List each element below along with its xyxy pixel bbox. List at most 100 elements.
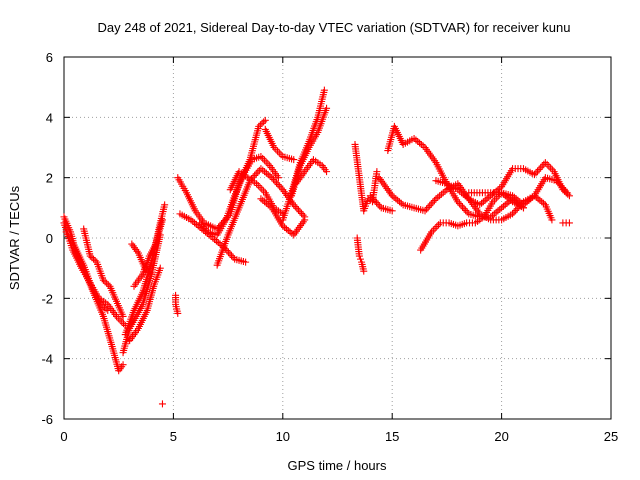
y-tick-label: -2 [41,291,53,306]
data-point [274,181,282,189]
data-point [256,183,264,191]
data-point [376,202,384,210]
data-point [143,266,151,274]
data-point [460,205,468,213]
data-point [534,167,542,175]
data-point [148,270,156,278]
data-point [141,264,149,272]
data-series [351,140,381,215]
y-tick-label: 2 [46,171,53,186]
data-point [252,170,260,178]
data-point [119,312,127,320]
data-point [395,198,403,206]
data-point [417,140,425,148]
data-point [260,187,268,195]
x-tick-label: 10 [276,429,290,444]
x-tick-label: 15 [385,429,399,444]
x-axis-label: GPS time / hours [288,458,387,473]
data-point [274,147,282,155]
data-series [559,219,573,227]
data-point [256,121,264,129]
data-point [259,154,267,162]
data-point [512,195,520,203]
data-point [194,222,202,230]
data-point [277,184,285,192]
data-point [559,186,567,194]
data-point [276,182,284,190]
data-point [101,278,109,286]
y-tick-labels: -6 -4 -2 0 2 4 6 [41,50,53,427]
data-point [119,361,127,369]
data-point [257,165,265,173]
data-point [481,196,489,204]
data-point [510,208,518,216]
data-point [100,303,108,311]
data-point [371,197,379,205]
data-point [99,276,107,284]
data-point [392,195,400,203]
data-point [86,252,94,260]
data-point [268,174,276,182]
data-point [255,122,263,130]
data-point [455,200,463,208]
data-point [490,210,498,218]
data-point [323,104,331,112]
data-series [257,195,309,239]
data-point [224,248,232,256]
data-point [360,267,368,275]
data-point [535,165,543,173]
data-point [259,196,267,204]
data-point [416,139,424,147]
data-point [435,221,443,229]
data-point [374,200,382,208]
data-point [373,199,381,207]
data-point [99,302,107,310]
data-point [492,208,500,216]
data-point [146,269,154,277]
data-point [320,86,328,94]
data-series [128,240,156,278]
data-point [161,201,169,209]
data-point [565,219,573,227]
data-point [262,158,270,166]
data-point [454,198,462,206]
data-point [260,118,268,126]
data-point [388,207,396,215]
data-point [103,279,111,287]
data-point [565,192,573,200]
data-point [541,159,549,167]
data-point [436,192,444,200]
data-point [281,223,289,231]
data-point [254,182,262,190]
data-point [439,189,447,197]
data-point [538,162,546,170]
data-point [423,205,431,213]
data-point [156,264,164,272]
data-point [301,216,309,224]
data-point [299,211,307,219]
data-point [275,149,283,157]
data-point [261,168,269,176]
data-point [158,400,166,408]
data-series [353,234,368,275]
data-point [291,203,299,211]
data-point [462,206,470,214]
data-point [494,186,502,194]
data-point [269,175,277,183]
data-series [213,165,309,269]
data-point [144,267,152,275]
data-point [258,185,266,193]
data-point [104,306,112,314]
data-point [356,255,364,263]
data-series [172,291,182,317]
data-point [366,192,374,200]
data-series [62,228,112,314]
data-point [90,255,98,263]
y-tick-label: 6 [46,50,53,65]
data-series [130,216,166,290]
data-point [512,206,520,214]
data-point [174,309,182,317]
data-point [426,202,434,210]
data-point [501,201,509,209]
x-tick-label: 0 [60,429,67,444]
